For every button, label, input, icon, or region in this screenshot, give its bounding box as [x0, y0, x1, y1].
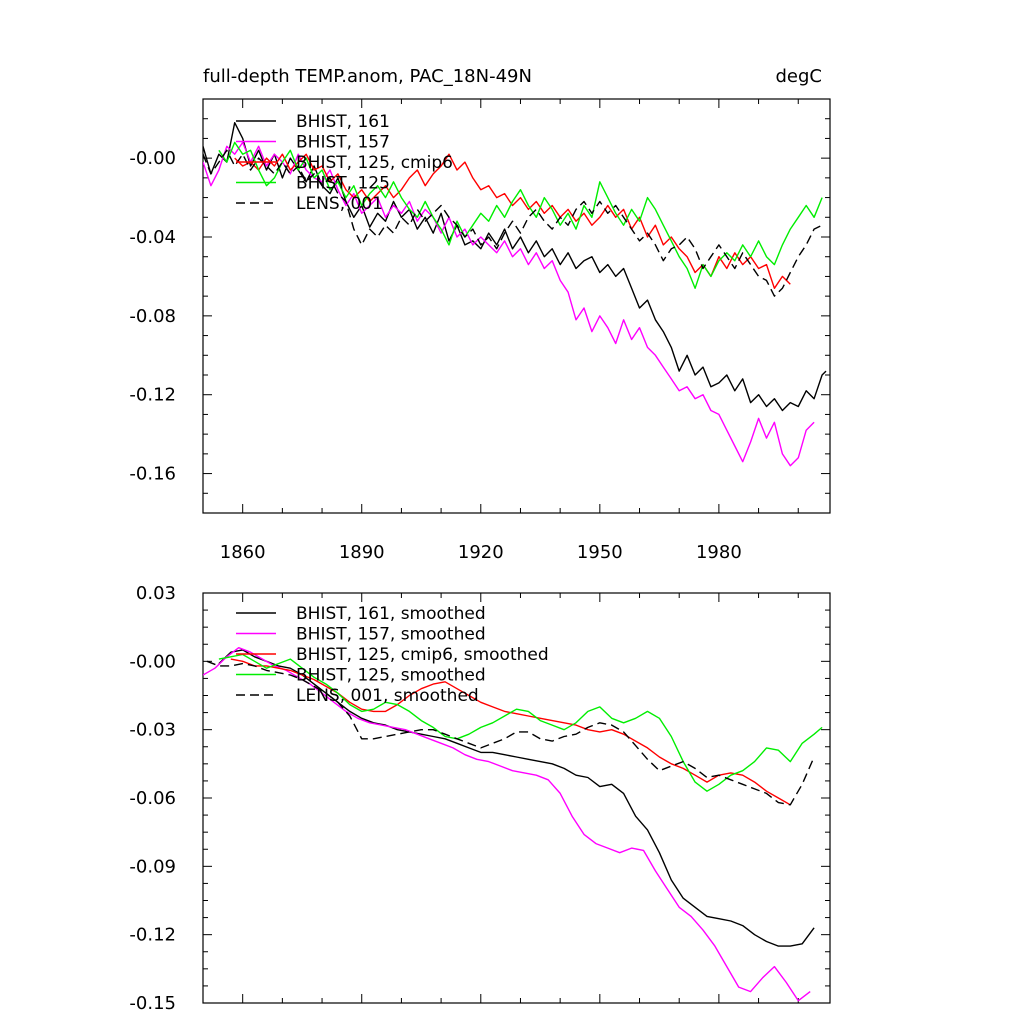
series-group: [203, 122, 827, 467]
series-line-4: [206, 660, 815, 806]
bottom-panel: -0.15 -0.12 -0.09 -0.06 -0.03 -0.00 0.03 BHIST,…: [129, 583, 831, 1014]
series-line-1: [203, 647, 811, 1002]
series-line-0: [218, 649, 815, 947]
legend-label-0: BHIST, 161, smoothed: [296, 604, 486, 624]
legend-label-1: BHIST, 157: [296, 133, 390, 153]
x-tick-label: 1950: [577, 542, 623, 563]
chart-units: degC: [776, 66, 823, 87]
x-tick-label: 1890: [339, 542, 385, 563]
y-tick-label: -0.03: [129, 720, 176, 741]
y-tick-label: -0.09: [129, 856, 176, 877]
y-tick-label: -0.12: [129, 385, 176, 406]
legend-label-2: BHIST, 125, cmip6, smoothed: [296, 645, 549, 665]
y-tick-label: -0.00: [129, 148, 176, 169]
legend-label-0: BHIST, 161: [296, 112, 390, 132]
chart-title: full-depth TEMP.anom, PAC_18N-49N: [203, 66, 532, 87]
series-line-2: [234, 153, 791, 289]
x-tick-label: 1980: [696, 542, 742, 563]
series-line-3: [218, 141, 823, 289]
y-tick-label: -0.15: [129, 993, 176, 1014]
series-group: [203, 647, 823, 1002]
legend-label-3: BHIST, 125, smoothed: [296, 666, 486, 686]
x-tick-label: 1860: [220, 542, 266, 563]
legend-label-4: LENS, 001: [296, 194, 383, 214]
series-line-3: [218, 653, 823, 792]
y-tick-label: -0.12: [129, 925, 176, 946]
x-tick-label: 1920: [458, 542, 504, 563]
legend-label-1: BHIST, 157, smoothed: [296, 625, 486, 645]
legend-label-2: BHIST, 125, cmip6: [296, 153, 453, 173]
y-tick-label: -0.16: [129, 464, 176, 485]
y-tick-label: -0.08: [129, 306, 176, 327]
series-line-0: [203, 122, 827, 412]
y-tick-label: -0.04: [129, 227, 176, 248]
y-tick-label: -0.00: [129, 651, 176, 672]
legend-label-4: LENS, 001, smoothed: [296, 686, 479, 706]
y-tick-label: 0.03: [136, 583, 176, 604]
y-tick-label: -0.06: [129, 788, 176, 809]
series-line-4: [203, 149, 823, 297]
top-panel: 1860 1890 1920 1950 1980 -0.16 -0.12 -0.08 -0.04…: [129, 66, 831, 563]
legend-label-3: BHIST, 125: [296, 174, 390, 194]
series-line-1: [203, 141, 815, 467]
plot-frame: [202, 98, 831, 514]
